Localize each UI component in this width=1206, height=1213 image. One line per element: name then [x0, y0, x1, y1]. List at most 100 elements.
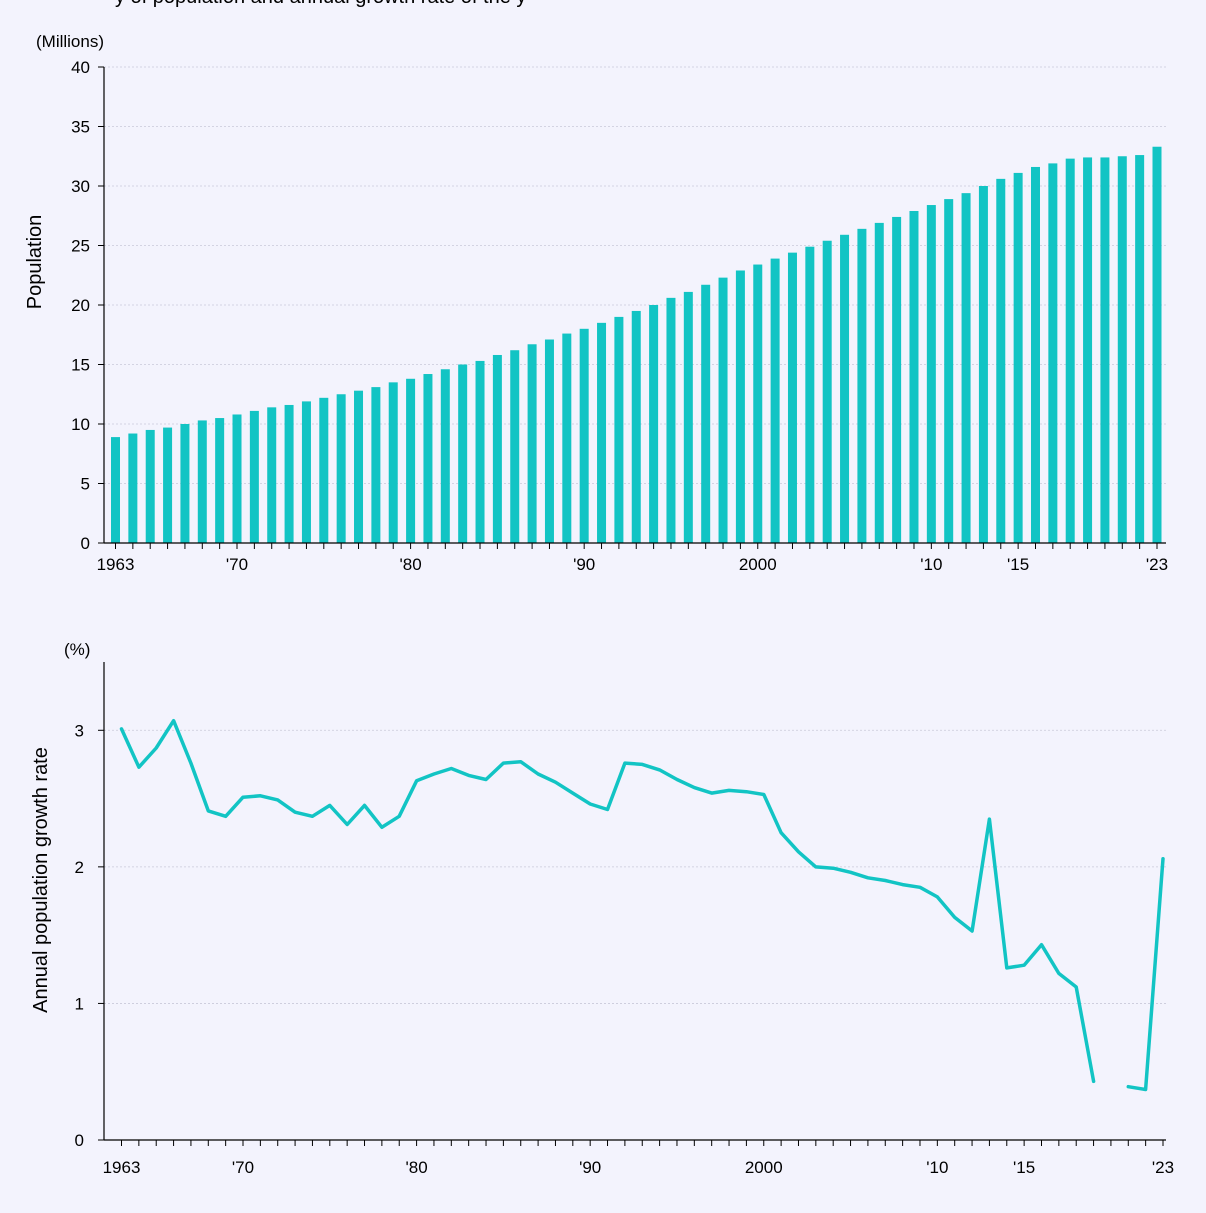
- y-tick-label: 30: [71, 177, 90, 196]
- population-gridlines: [104, 66, 1166, 484]
- population-bar: [527, 344, 537, 543]
- x-tick-label: 2000: [745, 1158, 783, 1177]
- x-tick-label: '90: [573, 555, 595, 574]
- population-bar: [701, 284, 711, 543]
- y-tick-label: 35: [71, 118, 90, 137]
- x-tick-label: '80: [400, 555, 422, 574]
- population-bar: [336, 394, 346, 543]
- x-tick-label: '70: [232, 1158, 254, 1177]
- population-bar: [597, 322, 607, 543]
- population-bar: [1135, 155, 1145, 543]
- population-x-ticks: 1963 '70 '80 '90 2000 '10 '15 '23: [97, 543, 1168, 574]
- population-bar: [180, 424, 190, 543]
- population-bar: [718, 277, 728, 543]
- population-bar: [197, 420, 207, 543]
- x-tick-label: '90: [579, 1158, 601, 1177]
- x-tick-label: '10: [920, 555, 942, 574]
- growth-rate-series: [119, 718, 1096, 1084]
- population-bar: [666, 297, 676, 543]
- population-bar: [319, 397, 329, 543]
- x-tick-label: '23: [1146, 555, 1168, 574]
- growth-gridlines: [104, 729, 1166, 1004]
- y-tick-label: 0: [75, 1131, 84, 1150]
- population-bar: [562, 333, 572, 543]
- y-tick-label: 3: [75, 721, 84, 740]
- population-bar: [145, 429, 155, 543]
- x-tick-label: '70: [226, 555, 248, 574]
- growth-rate-chart: 0 1 2 3 1963 '70 '80 '90 2000 '10 '15 '23 (%) Annu…: [30, 640, 1174, 1177]
- population-bar: [926, 205, 936, 544]
- population-bar: [249, 410, 259, 543]
- y-tick-label: 20: [71, 296, 90, 315]
- population-bar: [874, 222, 884, 543]
- x-tick-label: '15: [1007, 555, 1029, 574]
- population-bar: [614, 316, 624, 543]
- y-tick-label: 0: [81, 534, 90, 553]
- growth-y-axis-label: Annual population growth rate: [30, 747, 52, 1013]
- population-bar: [371, 387, 381, 543]
- population-bar: [787, 252, 797, 543]
- population-bar: [978, 186, 988, 543]
- population-bar: [423, 374, 433, 543]
- population-bar: [510, 350, 520, 543]
- x-tick-label: '80: [406, 1158, 428, 1177]
- growth-unit-label: (%): [64, 640, 90, 659]
- population-bar: [232, 414, 242, 543]
- y-tick-label: 10: [71, 415, 90, 434]
- population-bar: [1030, 166, 1040, 543]
- population-bar: [1152, 146, 1162, 544]
- population-bar: [631, 310, 641, 543]
- growth-rate-series: [1126, 856, 1165, 1092]
- population-bar: [735, 270, 745, 543]
- population-bar: [406, 378, 416, 543]
- population-bar: [579, 328, 589, 543]
- population-bar: [215, 418, 225, 543]
- population-bar: [1065, 158, 1075, 543]
- y-tick-label: 25: [71, 237, 90, 256]
- population-bar: [1083, 157, 1093, 543]
- population-unit-label: (Millions): [36, 32, 104, 51]
- population-bars: [111, 146, 1162, 544]
- population-bar: [267, 407, 277, 543]
- x-tick-label: '10: [926, 1158, 948, 1177]
- population-bar: [770, 258, 780, 543]
- population-bar: [892, 216, 902, 543]
- x-tick-label: '15: [1013, 1158, 1035, 1177]
- population-bar: [1100, 157, 1110, 543]
- population-bar: [163, 427, 173, 543]
- population-y-axis-label: Population: [24, 215, 46, 310]
- y-tick-label: 40: [71, 58, 90, 77]
- population-bar: [944, 199, 954, 543]
- population-bar: [683, 291, 693, 543]
- population-bar: [805, 246, 815, 543]
- population-bar: [857, 228, 867, 543]
- population-bar: [492, 354, 502, 543]
- population-bar: [753, 264, 763, 543]
- population-bar: [475, 360, 485, 543]
- population-bar: [1048, 163, 1058, 543]
- growth-y-ticks: 0 1 2 3: [75, 721, 104, 1150]
- population-bar: [388, 382, 398, 543]
- population-bar: [354, 390, 364, 543]
- population-bar: [996, 178, 1006, 544]
- x-tick-label: 2000: [739, 555, 777, 574]
- growth-x-ticks: 1963 '70 '80 '90 2000 '10 '15 '23: [103, 1140, 1174, 1177]
- population-bar: [111, 437, 120, 543]
- y-tick-label: 2: [75, 858, 84, 877]
- x-tick-label: 1963: [103, 1158, 141, 1177]
- chart-title: y of population and annual growth rate o…: [115, 0, 526, 8]
- population-bar: [284, 404, 294, 543]
- population-chart: 0 5 10 15 20 25 30 35 40 1963 '70 '80 '90 2000 '10 '15…: [24, 32, 1168, 574]
- population-bar: [1117, 156, 1127, 543]
- y-tick-label: 5: [81, 475, 90, 494]
- population-bar: [822, 240, 832, 544]
- population-bar: [649, 305, 659, 543]
- population-y-ticks: 0 5 10 15 20 25 30 35 40: [71, 58, 104, 553]
- growth-rate-line: [119, 718, 1165, 1092]
- population-bar: [1013, 172, 1023, 543]
- population-bar: [128, 433, 138, 543]
- y-tick-label: 15: [71, 356, 90, 375]
- population-bar: [909, 210, 919, 544]
- y-tick-label: 1: [75, 994, 84, 1013]
